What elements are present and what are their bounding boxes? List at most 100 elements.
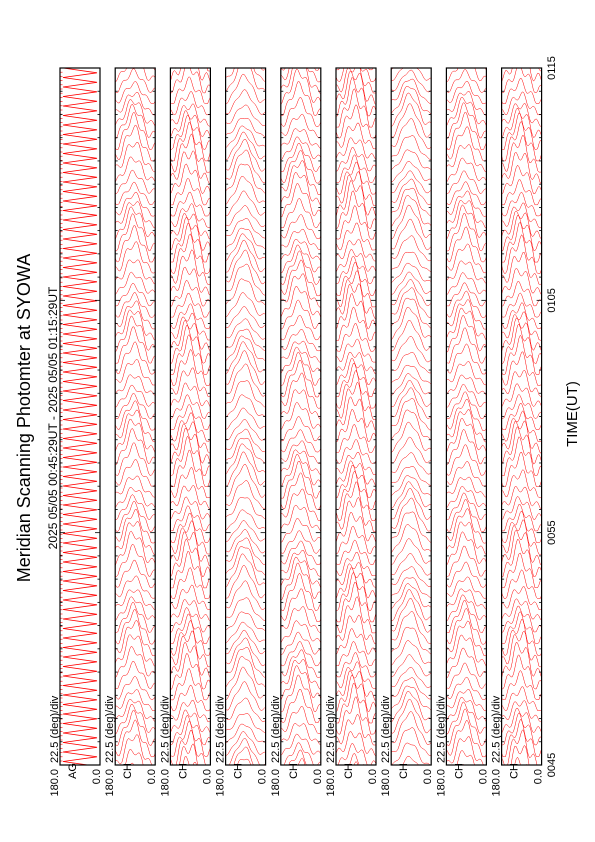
profile-trace (446, 80, 487, 104)
profile-trace (336, 270, 376, 308)
profile-trace (225, 637, 266, 667)
y-tick-0: 0.0 (146, 769, 158, 784)
profile-trace (170, 91, 211, 116)
profile-trace (501, 611, 542, 644)
profile-trace (336, 292, 376, 330)
y-tick-180: 180.0 (435, 769, 447, 797)
profile-trace (280, 360, 321, 398)
profile-trace (280, 562, 321, 600)
profile-trace (115, 520, 156, 555)
profile-trace (456, 750, 475, 765)
profile-trace (280, 68, 321, 94)
profile-trace (225, 335, 266, 362)
profile-trace (115, 400, 156, 431)
profile-trace (280, 504, 321, 532)
profile-trace (336, 525, 376, 554)
profile-trace (280, 340, 321, 363)
profile-trace (115, 575, 156, 599)
profile-trace (336, 661, 376, 689)
profile-trace (446, 157, 487, 183)
profile-trace (170, 428, 211, 465)
profile-trace (501, 302, 542, 329)
profile-trace (280, 113, 321, 138)
profile-trace (446, 417, 487, 453)
profile-trace (280, 97, 321, 127)
profile-trace (336, 369, 376, 409)
profile-trace (391, 690, 432, 723)
profile-trace (115, 213, 156, 252)
y-tick-180: 180.0 (325, 769, 337, 797)
x-tick-label: 0045 (546, 753, 558, 777)
profile-trace (225, 546, 266, 576)
scale-label: 22.5 (deg)/div (49, 695, 61, 763)
chart-title: Meridian Scanning Photomter at SYOWA (14, 254, 34, 582)
channel-label: CH (453, 763, 465, 779)
profile-trace (225, 611, 266, 632)
y-tick-180: 180.0 (380, 769, 392, 797)
panel-5: 22.5 (deg)/div 180.0 0.0 CH (270, 67, 324, 797)
profile-trace (280, 572, 321, 611)
profile-trace (225, 104, 266, 126)
profile-trace (501, 383, 542, 408)
profile-trace (225, 697, 266, 722)
profile-trace (225, 139, 266, 172)
profile-trace (446, 697, 487, 723)
profile-trace (225, 451, 266, 487)
profile-trace (391, 387, 432, 419)
profile-trace (225, 553, 266, 588)
profile-trace (115, 68, 156, 71)
profile-trace (225, 380, 266, 408)
profile-trace (292, 757, 306, 765)
profile-trace (391, 589, 432, 622)
profile-trace (336, 357, 376, 386)
profile-trace (501, 152, 542, 184)
profile-trace (391, 677, 432, 700)
profile-trace (170, 334, 211, 375)
panel-1: 22.5 (deg)/div 180.0 0.0 AG (49, 67, 103, 797)
profile-trace (336, 306, 376, 341)
profile-trace (170, 699, 211, 723)
profile-trace (501, 700, 542, 723)
profile-trace (336, 70, 376, 105)
channel-label: CH (177, 763, 189, 779)
profile-trace (179, 743, 198, 765)
profile-trace (501, 102, 542, 127)
x-tick-label: 0055 (546, 520, 558, 544)
profile-trace (115, 418, 156, 454)
profile-trace (501, 519, 542, 555)
profile-trace (336, 408, 376, 442)
profile-trace (446, 190, 487, 217)
y-tick-0: 0.0 (367, 769, 379, 784)
profile-trace (391, 149, 432, 171)
profile-trace (391, 421, 432, 453)
y-tick-0: 0.0 (533, 769, 545, 784)
profile-trace (391, 235, 432, 262)
profile-trace (225, 497, 266, 520)
profile-trace (336, 481, 376, 521)
panel-3: 22.5 (deg)/div 180.0 0.0 CH (159, 67, 213, 797)
profile-trace (115, 283, 156, 307)
profile-trace (115, 596, 156, 622)
profile-trace (170, 223, 211, 263)
profile-trace (225, 218, 266, 239)
profile-trace (170, 177, 211, 206)
profile-trace (115, 500, 156, 532)
profile-trace (336, 396, 376, 431)
y-tick-0: 0.0 (201, 769, 213, 784)
panel-4: 22.5 (deg)/div 180.0 0.0 CH (215, 67, 269, 797)
profile-trace (336, 452, 376, 475)
profile-trace (446, 68, 487, 82)
y-tick-0: 0.0 (422, 769, 434, 784)
profile-trace (501, 586, 542, 610)
profile-trace (336, 238, 376, 262)
profile-trace (336, 713, 376, 746)
profile-trace (170, 421, 211, 454)
profile-trace (391, 398, 432, 431)
profile-trace (225, 597, 266, 621)
profile-trace (501, 654, 542, 690)
profile-trace (446, 102, 487, 139)
profile-trace (280, 149, 321, 184)
profile-trace (288, 749, 308, 765)
profile-trace (225, 713, 266, 733)
profile-trace (225, 428, 266, 453)
